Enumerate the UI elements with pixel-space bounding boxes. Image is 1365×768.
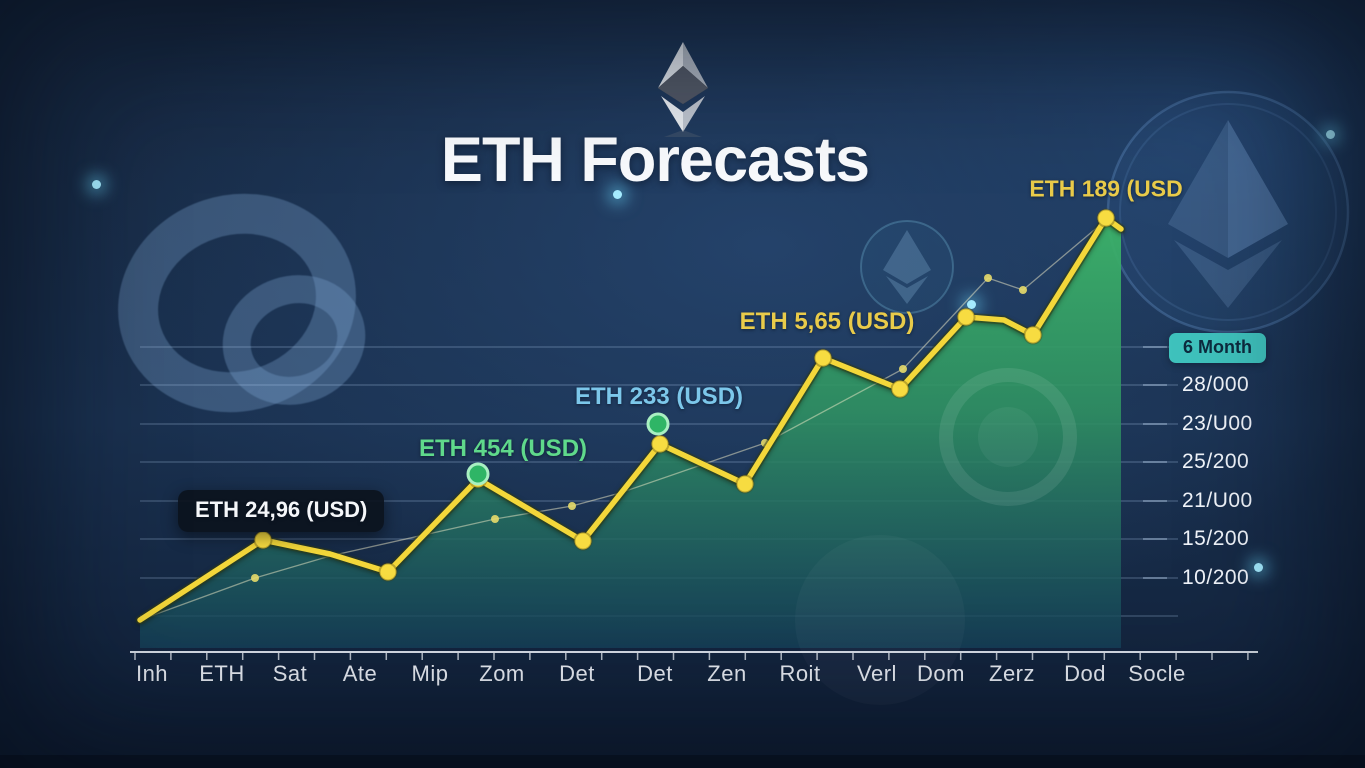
data-point-marker[interactable] — [573, 531, 593, 551]
tooltip-eth-2496: ETH 24,96 (USD) — [178, 490, 385, 532]
secondary-trend-dot — [1019, 286, 1027, 294]
glow-dot — [92, 180, 101, 189]
x-axis-label-3: Sat — [272, 661, 308, 686]
data-point-marker[interactable] — [253, 530, 273, 550]
y-axis-label-5: 15/200 — [1182, 527, 1250, 550]
eth-coin-watermark-icon — [1106, 90, 1350, 334]
y-axis-label-2: 23/U00 — [1182, 412, 1253, 435]
y-axis-label-4: 21/U00 — [1182, 489, 1253, 512]
secondary-trend-dot — [491, 515, 499, 523]
x-axis-label-8: Det — [637, 661, 673, 686]
value-label-eth-233: ETH 233 (USD) — [574, 383, 744, 410]
y-axis-label-6: 10/200 — [1182, 566, 1250, 589]
glow-dot — [1254, 563, 1263, 572]
bottom-strip — [0, 755, 1365, 768]
x-axis-label-12: Dom — [917, 661, 965, 686]
x-axis-label-10: Roit — [779, 661, 821, 686]
data-point-marker[interactable] — [378, 562, 398, 582]
secondary-trend-dot — [568, 502, 576, 510]
highlight-point-marker[interactable] — [646, 412, 670, 436]
value-label-eth-565: ETH 5,65 (USD) — [739, 308, 915, 335]
ethereum-logo-icon — [658, 42, 708, 137]
eth-coin-small-icon — [860, 220, 954, 314]
glow-dot — [967, 300, 976, 309]
x-axis-label-6: Zom — [479, 661, 525, 686]
data-point-marker[interactable] — [1096, 208, 1116, 228]
glow-dot — [1326, 130, 1335, 139]
x-axis-label-11: Verl — [857, 661, 897, 686]
value-label-eth-189: ETH 189 (USD — [1029, 175, 1183, 202]
x-axis-label-5: Mip — [411, 661, 449, 686]
x-axis-label-13: Zerz — [989, 661, 1035, 686]
secondary-trend-dot — [984, 274, 992, 282]
x-axis-label-14: Dod — [1064, 661, 1106, 686]
y-axis-label-1: 28/000 — [1182, 373, 1250, 396]
secondary-trend-dot — [899, 365, 907, 373]
data-point-marker[interactable] — [890, 379, 910, 399]
data-point-marker[interactable] — [956, 307, 976, 327]
data-point-marker[interactable] — [735, 474, 755, 494]
swirl-rings-decoration — [118, 193, 366, 413]
secondary-trend-dot — [251, 574, 259, 582]
page-title: ETH Forecasts — [440, 125, 870, 195]
x-axis-label-2: ETH — [199, 661, 245, 686]
timeframe-6-month-button[interactable]: 6 Month — [1169, 333, 1266, 363]
x-axis-label-9: Zen — [707, 661, 747, 686]
glow-dot — [613, 190, 622, 199]
data-point-marker[interactable] — [1023, 325, 1043, 345]
x-axis-label-1: Inh — [135, 661, 169, 686]
data-point-marker[interactable] — [813, 348, 833, 368]
highlight-point-marker[interactable] — [466, 462, 490, 486]
value-label-eth-454: ETH 454 (USD) — [418, 435, 588, 462]
x-axis-label-15: Socle — [1128, 661, 1186, 686]
forecast-area-fill — [140, 218, 1121, 648]
x-axis-label-4: Ate — [342, 661, 378, 686]
x-axis-label-7: Det — [559, 661, 595, 686]
data-point-marker[interactable] — [650, 434, 670, 454]
y-axis-label-3: 25/200 — [1182, 450, 1250, 473]
coin-ghost-in-area-decoration — [939, 368, 1077, 506]
